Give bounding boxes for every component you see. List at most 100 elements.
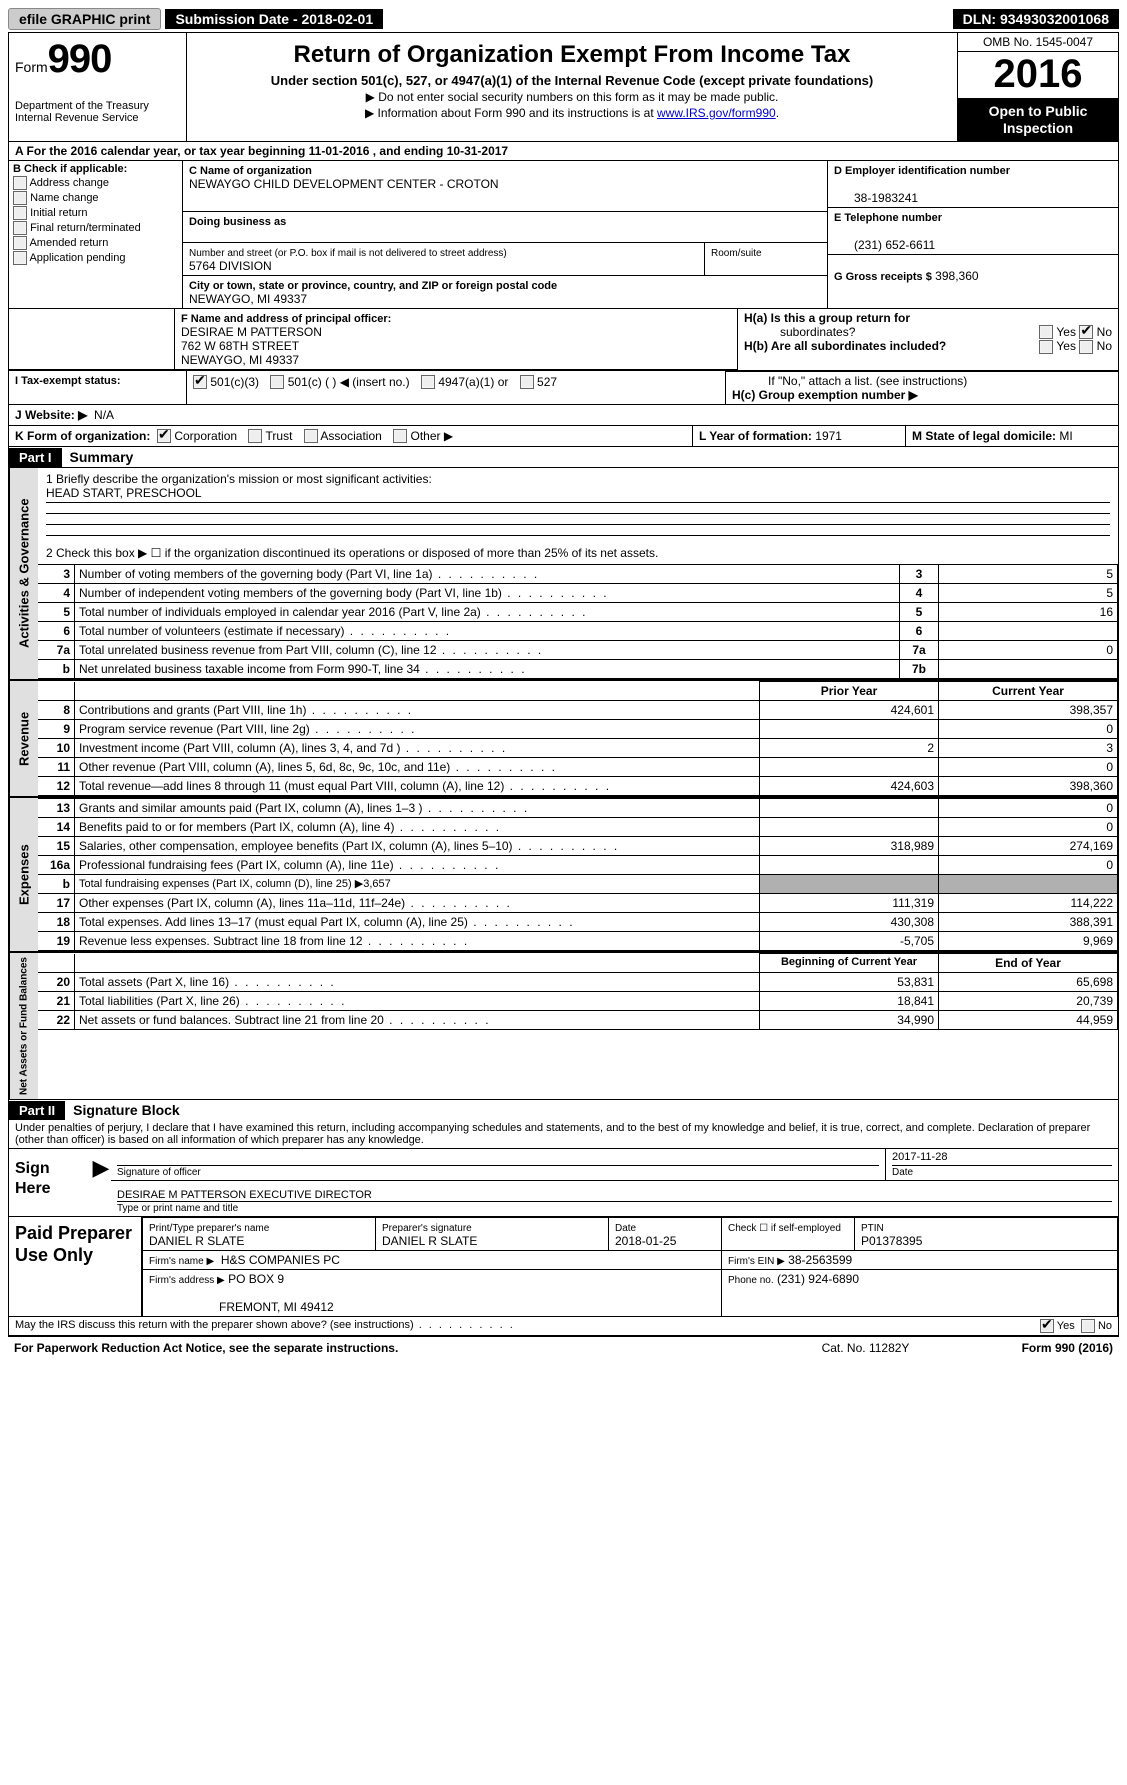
prior-year-val: 430,308 (760, 913, 939, 932)
footer: For Paperwork Reduction Act Notice, see … (8, 1337, 1119, 1359)
firm-addr1: PO BOX 9 (228, 1272, 284, 1286)
row-desc: Number of voting members of the governin… (75, 565, 900, 584)
current-year-val: 398,360 (939, 777, 1118, 796)
current-year-val: 0 (939, 856, 1118, 875)
chk-corp[interactable]: Corporation (157, 429, 237, 444)
tax-year: 2016 (958, 52, 1118, 99)
hb-note: If "No," attach a list. (see instruction… (732, 374, 1112, 388)
prior-year-val: 2 (760, 739, 939, 758)
discuss-no[interactable]: No (1081, 1319, 1112, 1333)
governance-table: 3 Number of voting members of the govern… (38, 564, 1118, 679)
chk-final-return[interactable]: Final return/terminated (13, 221, 178, 235)
row-val: 0 (939, 641, 1118, 660)
row-desc: Contributions and grants (Part VIII, lin… (75, 701, 760, 720)
prior-year-val (760, 856, 939, 875)
row-val: 16 (939, 603, 1118, 622)
line1-label: 1 Briefly describe the organization's mi… (46, 472, 1110, 486)
row-desc: Other revenue (Part VIII, column (A), li… (75, 758, 760, 777)
row-num: 11 (38, 758, 75, 777)
chk-app-pending[interactable]: Application pending (13, 251, 178, 265)
chk-other[interactable]: Other ▶ (393, 429, 453, 444)
telephone: (231) 652-6611 (834, 238, 935, 252)
firm-name: H&S COMPANIES PC (221, 1253, 340, 1267)
row-num: b (38, 875, 75, 894)
chk-trust[interactable]: Trust (248, 429, 292, 444)
chk-assoc[interactable]: Association (304, 429, 382, 444)
chk-amended[interactable]: Amended return (13, 236, 178, 250)
addr-label: Number and street (or P.O. box if mail i… (189, 248, 507, 259)
row-desc: Other expenses (Part IX, column (A), lin… (75, 894, 760, 913)
self-employed-check[interactable]: Check ☐ if self-employed (728, 1223, 841, 1234)
row-num: 21 (38, 992, 75, 1011)
row-i-tax-exempt: I Tax-exempt status: 501(c)(3) 501(c) ( … (9, 371, 1118, 405)
chk-address-change[interactable]: Address change (13, 176, 178, 190)
irs-link[interactable]: www.IRS.gov/form990 (657, 106, 776, 120)
gross-receipts: 398,360 (935, 269, 978, 283)
row-desc: Total revenue—add lines 8 through 11 (mu… (75, 777, 760, 796)
hc-label: H(c) Group exemption number ▶ (732, 388, 1112, 402)
sign-arrow-icon: ▶ (91, 1149, 111, 1216)
beginning-val: 53,831 (760, 973, 939, 992)
f-label: F Name and address of principal officer: (181, 313, 391, 325)
current-year-header: Current Year (939, 682, 1118, 701)
org-name: NEWAYGO CHILD DEVELOPMENT CENTER - CROTO… (189, 177, 499, 191)
beginning-year-header: Beginning of Current Year (760, 954, 939, 973)
line2: 2 Check this box ▶ ☐ if the organization… (46, 546, 1110, 560)
chk-4947[interactable]: 4947(a)(1) or (421, 375, 508, 390)
row-desc: Total number of volunteers (estimate if … (75, 622, 900, 641)
discuss-yes[interactable]: Yes (1040, 1319, 1075, 1333)
row-num: 16a (38, 856, 75, 875)
section-f-h: F Name and address of principal officer:… (9, 309, 1118, 371)
row-desc: Total assets (Part X, line 16) (75, 973, 760, 992)
chk-initial-return[interactable]: Initial return (13, 206, 178, 220)
row-num: b (38, 660, 75, 679)
city-label: City or town, state or province, country… (189, 280, 557, 292)
current-year-val: 0 (939, 818, 1118, 837)
row-num: 12 (38, 777, 75, 796)
paid-preparer-label: Paid Preparer Use Only (9, 1217, 142, 1316)
type-name-label: Type or print name and title (117, 1203, 238, 1214)
row-desc: Total number of individuals employed in … (75, 603, 900, 622)
form-note-1: ▶ Do not enter social security numbers o… (197, 90, 947, 104)
sig-officer-label: Signature of officer (117, 1167, 201, 1178)
row-desc: Benefits paid to or for members (Part IX… (75, 818, 760, 837)
row-key: 3 (900, 565, 939, 584)
prior-year-val: 424,601 (760, 701, 939, 720)
ha-yesno[interactable]: Yes No (1039, 325, 1112, 340)
row-key: 5 (900, 603, 939, 622)
current-year-val: 398,357 (939, 701, 1118, 720)
officer-name: DESIRAE M PATTERSON (181, 325, 322, 339)
b-label: B Check if applicable: (13, 163, 178, 175)
city-state-zip: NEWAYGO, MI 49337 (189, 292, 307, 306)
cat-no: Cat. No. 11282Y (822, 1341, 1022, 1355)
i-label: I Tax-exempt status: (15, 375, 121, 387)
section-b-c-d-e-g: B Check if applicable: Address change Na… (9, 161, 1118, 309)
row-num: 14 (38, 818, 75, 837)
chk-name-change[interactable]: Name change (13, 191, 178, 205)
officer-addr1: 762 W 68TH STREET (181, 339, 299, 353)
chk-527[interactable]: 527 (520, 375, 557, 390)
row-num: 9 (38, 720, 75, 739)
efile-print-button[interactable]: efile GRAPHIC print (8, 8, 161, 30)
prior-year-val: 424,603 (760, 777, 939, 796)
row-num: 6 (38, 622, 75, 641)
chk-501c3[interactable]: 501(c)(3) (193, 375, 259, 390)
end-year-header: End of Year (939, 954, 1118, 973)
officer-name-title: DESIRAE M PATTERSON EXECUTIVE DIRECTOR (117, 1183, 1112, 1202)
hb-yesno[interactable]: Yes No (1039, 339, 1112, 354)
row-num: 4 (38, 584, 75, 603)
preparer-name: DANIEL R SLATE (149, 1234, 244, 1248)
discuss-row: May the IRS discuss this return with the… (9, 1317, 1118, 1336)
vlabel-net-assets: Net Assets or Fund Balances (9, 953, 38, 1099)
row-val (939, 622, 1118, 641)
row-num: 7a (38, 641, 75, 660)
row-num: 22 (38, 1011, 75, 1030)
signature-block: Under penalties of perjury, I declare th… (9, 1120, 1118, 1317)
chk-501c[interactable]: 501(c) ( ) ◀ (insert no.) (270, 375, 409, 390)
row-num: 5 (38, 603, 75, 622)
ha-sub: subordinates? (744, 325, 855, 340)
ptin: P01378395 (861, 1234, 922, 1248)
revenue-section: Revenue Prior Year Current Year8 Contrib… (9, 681, 1118, 798)
form-header: Form990 Department of the Treasury Inter… (9, 33, 1118, 142)
row-val: 5 (939, 584, 1118, 603)
